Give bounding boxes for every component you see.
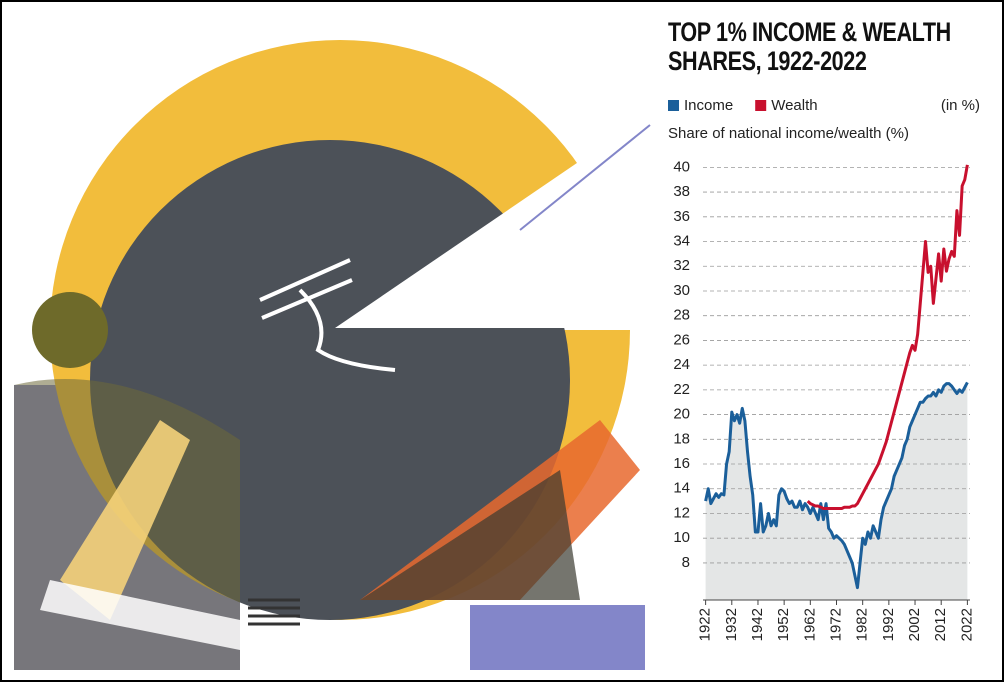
x-tick-label: 1962 bbox=[801, 608, 818, 641]
y-tick-label: 20 bbox=[673, 406, 690, 423]
unit-note: (in %) bbox=[941, 97, 980, 114]
y-axis-label: Share of national income/wealth (%) bbox=[668, 125, 909, 142]
legend-swatch bbox=[755, 100, 767, 111]
line bbox=[704, 381, 969, 590]
illustration bbox=[14, 40, 660, 670]
x-tick-label: 1932 bbox=[723, 608, 740, 641]
y-tick-label: 36 bbox=[673, 208, 690, 225]
y-tick-label: 34 bbox=[673, 232, 690, 249]
line bbox=[806, 164, 969, 511]
x-tick-label: 2012 bbox=[932, 608, 949, 641]
arm bbox=[60, 420, 190, 620]
lines bbox=[248, 598, 300, 626]
x-tick-label: 1982 bbox=[854, 608, 871, 641]
x-tick-label: 1922 bbox=[697, 608, 714, 641]
legend-swatch bbox=[668, 100, 679, 111]
y-tick-label: 10 bbox=[673, 529, 690, 546]
legend-label: Wealth bbox=[771, 97, 817, 114]
y-tick-label: 30 bbox=[673, 282, 690, 299]
y-tick-label: 12 bbox=[673, 504, 690, 521]
x-tick-label: 2022 bbox=[958, 608, 975, 641]
y-tick-label: 16 bbox=[673, 455, 690, 472]
y-tick-label: 28 bbox=[673, 307, 690, 324]
y-tick-label: 38 bbox=[673, 183, 690, 200]
dark-shape bbox=[360, 470, 580, 600]
pointer-line bbox=[519, 124, 651, 231]
y-tick-label: 40 bbox=[673, 158, 690, 175]
arm-white bbox=[40, 580, 240, 650]
people bbox=[470, 605, 645, 670]
x-tick-label: 1942 bbox=[749, 608, 766, 641]
x-tick-label: 1992 bbox=[880, 608, 897, 641]
y-tick-label: 24 bbox=[673, 356, 690, 373]
x-tick-label: 1972 bbox=[827, 608, 844, 641]
y-tick-label: 8 bbox=[682, 554, 690, 571]
y-tick-label: 18 bbox=[673, 430, 690, 447]
area bbox=[705, 382, 968, 600]
y-tick-label: 14 bbox=[673, 480, 690, 497]
y-tick-label: 22 bbox=[673, 381, 690, 398]
legend-label: Income bbox=[684, 97, 733, 114]
x-tick-label: 1952 bbox=[775, 608, 792, 641]
wedge bbox=[335, 120, 660, 328]
small-circle bbox=[32, 292, 108, 368]
y-tick-label: 32 bbox=[673, 257, 690, 274]
y-tick-label: 26 bbox=[673, 331, 690, 348]
chart-title: TOP 1% INCOME & WEALTH SHARES, 1922-2022 bbox=[668, 17, 951, 76]
rupee-sign bbox=[259, 258, 396, 372]
x-tick-label: 2002 bbox=[906, 608, 923, 641]
